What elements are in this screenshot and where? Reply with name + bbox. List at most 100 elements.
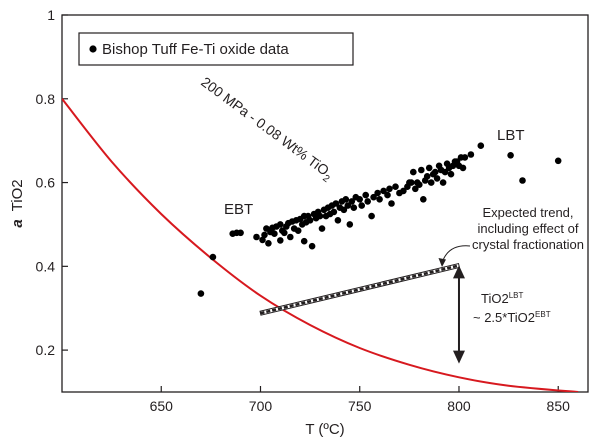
y-tick-label: 0.4 <box>36 258 56 274</box>
data-point <box>261 231 268 239</box>
x-tick-label: 750 <box>348 398 372 414</box>
saturation-curve <box>62 98 579 392</box>
data-point <box>388 200 395 207</box>
plot-frame <box>61 14 589 393</box>
data-point <box>447 170 455 178</box>
trend-note-line: Expected trend, <box>482 205 573 220</box>
expected-trend-layer <box>259 262 461 316</box>
ratio-line-2: ~ 2.5*TiO2EBT <box>473 310 551 325</box>
expected-trend-line <box>259 262 461 316</box>
data-point <box>253 233 260 241</box>
legend-box <box>78 32 354 66</box>
data-point <box>346 221 354 228</box>
data-point <box>519 177 526 184</box>
x-tick-label: 700 <box>249 398 273 414</box>
data-point <box>408 179 415 186</box>
data-point <box>197 290 205 297</box>
data-point <box>374 189 381 197</box>
ratio-line-1: TiO2LBT <box>481 291 523 306</box>
x-tick-label: 850 <box>547 398 571 414</box>
x-axis: 650 700 750 800 850 <box>150 386 571 414</box>
x-tick-label: 650 <box>150 398 174 414</box>
data-point <box>554 157 562 165</box>
data-point <box>420 196 427 203</box>
y-tick-label: 0.2 <box>36 342 56 358</box>
ratio-line-1-sup: LBT <box>509 291 524 300</box>
legend-marker <box>89 45 97 53</box>
y-tick-label: 0.8 <box>36 91 56 107</box>
data-point <box>461 154 469 161</box>
data-point <box>308 242 316 250</box>
ratio-arrowhead-down <box>452 350 465 364</box>
data-point <box>300 237 308 245</box>
data-point <box>418 166 425 174</box>
data-point <box>334 217 342 224</box>
data-point <box>277 237 284 244</box>
data-point <box>412 185 419 193</box>
data-point <box>287 233 294 241</box>
data-points-layer <box>197 142 562 297</box>
data-point <box>362 191 370 199</box>
legend-label: Bishop Tuff Fe-Ti oxide data <box>102 41 289 58</box>
data-point <box>340 206 348 214</box>
ratio-line-1-text: TiO2 <box>481 291 509 306</box>
data-point <box>467 151 475 158</box>
data-point <box>259 236 266 244</box>
y-axis: 0.2 0.4 0.6 0.8 1 <box>36 7 68 358</box>
data-point <box>265 240 272 247</box>
curve-label: 200 MPa - 0.08 Wt% TiO2 <box>196 74 337 186</box>
saturation-curve-layer <box>62 98 579 392</box>
data-point <box>384 191 391 199</box>
ratio-arrowhead-up <box>452 265 465 279</box>
data-point <box>386 185 393 193</box>
y-axis-title-text: TiO2 <box>9 179 26 211</box>
y-tick-label: 0.6 <box>36 175 56 191</box>
data-point <box>431 168 439 176</box>
ebt-label: EBT <box>224 201 253 218</box>
data-point <box>459 164 467 172</box>
data-point <box>410 168 417 176</box>
y-axis-title: a TiO2 <box>9 179 26 227</box>
data-point <box>237 229 244 237</box>
ratio-line-2-sup: EBT <box>535 310 551 319</box>
data-point <box>344 202 352 209</box>
curve-label-subscript: 2 <box>320 173 331 185</box>
data-point <box>423 173 431 180</box>
legend: Bishop Tuff Fe-Ti oxide data <box>78 32 354 66</box>
trend-note-arrow <box>441 245 471 264</box>
data-point <box>427 179 435 186</box>
data-point <box>364 198 372 205</box>
data-point <box>368 212 375 220</box>
data-point <box>209 253 217 261</box>
data-point <box>358 202 366 209</box>
data-point <box>380 187 387 195</box>
data-point <box>348 198 356 205</box>
ratio-line-2-text: ~ 2.5*TiO2 <box>473 310 535 325</box>
plot-area <box>61 14 589 393</box>
data-point <box>350 204 358 211</box>
data-point <box>332 200 340 207</box>
trend-note-line: including effect of <box>478 221 579 236</box>
x-tick-label: 800 <box>447 398 471 414</box>
data-point <box>425 164 433 172</box>
trend-dashes <box>260 264 460 315</box>
data-point <box>281 229 288 237</box>
trend-note-arrowhead <box>438 258 446 267</box>
curve-label-text: 200 MPa - 0.08 Wt% TiO <box>198 74 332 179</box>
data-point <box>342 196 350 203</box>
data-point <box>316 212 324 220</box>
data-point <box>277 221 284 228</box>
data-point <box>433 175 441 182</box>
data-point <box>271 230 278 237</box>
y-tick-label: 1 <box>47 7 55 23</box>
y-axis-title-prefix: a <box>9 219 26 227</box>
data-point <box>416 181 423 188</box>
trend-note-line: crystal fractionation <box>472 237 584 252</box>
data-point <box>356 196 364 203</box>
data-point <box>294 227 302 234</box>
data-point <box>318 225 326 232</box>
data-point <box>306 217 314 224</box>
data-point <box>330 208 338 216</box>
data-point <box>376 196 383 203</box>
